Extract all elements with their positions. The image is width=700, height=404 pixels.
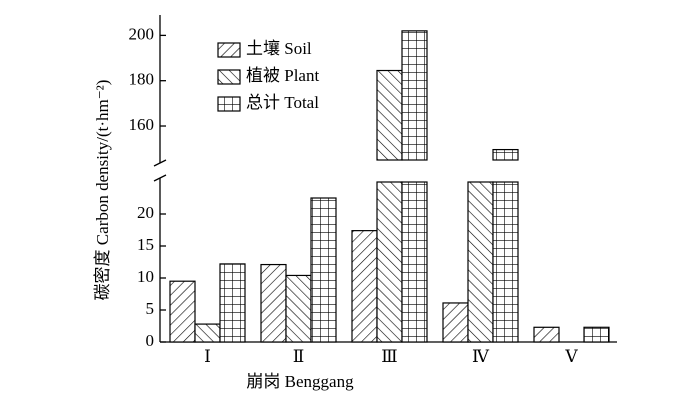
x-tick-label: Ⅲ bbox=[381, 347, 397, 366]
legend-label: 总计 Total bbox=[246, 93, 319, 112]
y-tick-label: 160 bbox=[129, 115, 155, 134]
x-tick-label: Ⅴ bbox=[564, 347, 578, 366]
y-tick-label: 180 bbox=[129, 70, 155, 89]
legend-swatch bbox=[217, 96, 241, 112]
bar bbox=[533, 326, 560, 343]
bar-upper bbox=[492, 148, 519, 161]
y-tick-label: 0 bbox=[146, 331, 155, 350]
legend-label: 植被 Plant bbox=[246, 66, 319, 85]
y-tick-label: 200 bbox=[129, 24, 155, 43]
bar bbox=[285, 274, 312, 343]
legend-swatch bbox=[217, 42, 241, 58]
x-tick-label: Ⅳ bbox=[472, 347, 490, 366]
bar bbox=[310, 197, 337, 343]
bar bbox=[351, 230, 378, 343]
y-tick-label: 10 bbox=[137, 267, 154, 286]
bar bbox=[442, 302, 469, 343]
legend-label: 土壤 Soil bbox=[246, 38, 312, 58]
bar bbox=[169, 280, 196, 343]
bar-upper bbox=[401, 30, 428, 161]
x-tick-label: Ⅱ bbox=[293, 347, 305, 366]
bar bbox=[219, 263, 246, 343]
bar-upper bbox=[376, 69, 403, 161]
x-tick-label: Ⅰ bbox=[204, 347, 211, 366]
bar bbox=[583, 326, 610, 343]
axis-break bbox=[153, 174, 167, 182]
axis-break bbox=[153, 159, 167, 167]
bar bbox=[401, 181, 428, 343]
bar bbox=[467, 181, 494, 343]
bar bbox=[492, 181, 519, 343]
bar bbox=[376, 181, 403, 343]
x-axis-label: 崩岗 Benggang bbox=[246, 372, 354, 391]
y-tick-label: 15 bbox=[137, 235, 154, 254]
y-axis-label: 碳密度 Carbon density/(t·hm⁻²) bbox=[93, 80, 112, 301]
y-tick-label: 5 bbox=[146, 299, 155, 318]
y-tick-label: 20 bbox=[137, 203, 154, 222]
bar bbox=[260, 263, 287, 343]
bar bbox=[194, 323, 221, 343]
legend-swatch bbox=[217, 69, 241, 85]
